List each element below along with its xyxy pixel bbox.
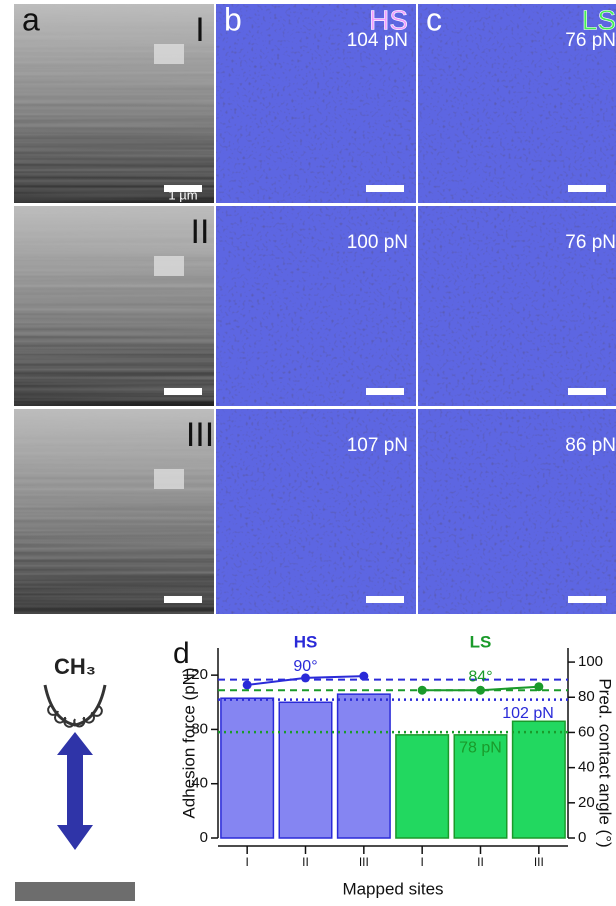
y2-tick-label: 80: [578, 688, 595, 705]
bar: [278, 701, 333, 839]
afm-texture: [14, 409, 214, 614]
force-noise: [216, 409, 416, 614]
force-label: 86 pN: [565, 435, 616, 456]
angle-point: [476, 685, 485, 695]
bar: [336, 693, 391, 839]
y-axis-label: Adhesion force (pN): [179, 667, 198, 818]
y2-tick-label: 100: [578, 653, 603, 670]
mean-angle-label: 84°: [468, 668, 492, 685]
scale-bar: [568, 185, 606, 192]
island: [154, 44, 184, 64]
scale-bar: [164, 388, 202, 395]
force-noise: [216, 206, 416, 406]
afm-texture: [14, 206, 214, 406]
angle-point: [242, 680, 252, 690]
x-tick-label: I: [245, 855, 248, 869]
afm-texture: [14, 4, 214, 203]
scale-bar: [164, 185, 202, 192]
x-tick-label: III: [534, 855, 544, 869]
bar: [453, 734, 508, 839]
y2-tick-label: 60: [578, 723, 595, 740]
angle-point: [534, 682, 544, 692]
x-tick-label: III: [359, 855, 369, 869]
force-noise: [418, 409, 616, 614]
scale-bar: [366, 596, 404, 603]
force-label: 76 pN: [565, 30, 616, 51]
y-tick-label: 40: [191, 775, 208, 792]
site-label: I: [195, 11, 204, 49]
scale-bar: [164, 596, 202, 603]
mean-force-label: 102 pN: [502, 705, 554, 722]
hs-label: HS: [369, 4, 408, 35]
arrow: [57, 732, 93, 850]
force-noise: [418, 206, 616, 406]
probe-label: CH₃: [54, 654, 96, 679]
substrate: [15, 882, 135, 901]
scale-bar: [568, 596, 606, 603]
force-label: 100 pN: [347, 232, 408, 253]
x-tick-label: II: [477, 855, 484, 869]
legend-label: HS: [294, 632, 318, 651]
force-noise: [216, 4, 416, 203]
bar: [395, 734, 450, 839]
angle-point: [359, 671, 369, 681]
bar: [220, 697, 275, 839]
scale-bar: [568, 388, 606, 395]
scale-bar: [366, 185, 404, 192]
mean-force-label: 78 pN: [459, 739, 502, 756]
y2-tick-label: 40: [578, 759, 595, 776]
y2-tick-label: 0: [578, 829, 586, 846]
force-noise: [418, 4, 616, 203]
image-grid: Ia 104 pN b 76 pN c II 100 pN 76 pN III 107 pN 86 …: [14, 1, 616, 614]
site-label: III: [186, 416, 214, 454]
y2-tick-label: 20: [578, 794, 595, 811]
mean-angle-label: 90°: [293, 658, 317, 675]
panel-letter: a: [22, 1, 40, 37]
force-label: 107 pN: [347, 435, 408, 456]
island: [154, 256, 184, 276]
panel-letter: c: [426, 1, 442, 37]
bar: [511, 720, 566, 839]
x-tick-label: II: [302, 855, 309, 869]
y-tick-label: 0: [200, 829, 208, 846]
island: [154, 469, 184, 489]
panel-letter: b: [224, 1, 242, 37]
ls-label: LS: [582, 4, 616, 35]
angle-point: [417, 685, 427, 695]
x-axis-label: Mapped sites: [342, 879, 443, 898]
y2-axis-label: Pred. contact angle (°): [596, 678, 615, 847]
scale-label: 1 µm: [168, 187, 197, 202]
y-tick-label: 80: [191, 720, 208, 737]
x-tick-label: I: [420, 855, 423, 869]
site-label: II: [191, 213, 210, 251]
probe-schematic: CH₃: [15, 654, 135, 901]
force-label: 76 pN: [565, 232, 616, 253]
force-label: 104 pN: [347, 30, 408, 51]
legend-label: LS: [470, 632, 492, 651]
angle-point: [301, 673, 310, 683]
molecules: [47, 704, 103, 728]
scale-bar: [366, 388, 404, 395]
y-tick-label: 120: [183, 666, 208, 683]
panel-letter: d: [173, 637, 190, 670]
